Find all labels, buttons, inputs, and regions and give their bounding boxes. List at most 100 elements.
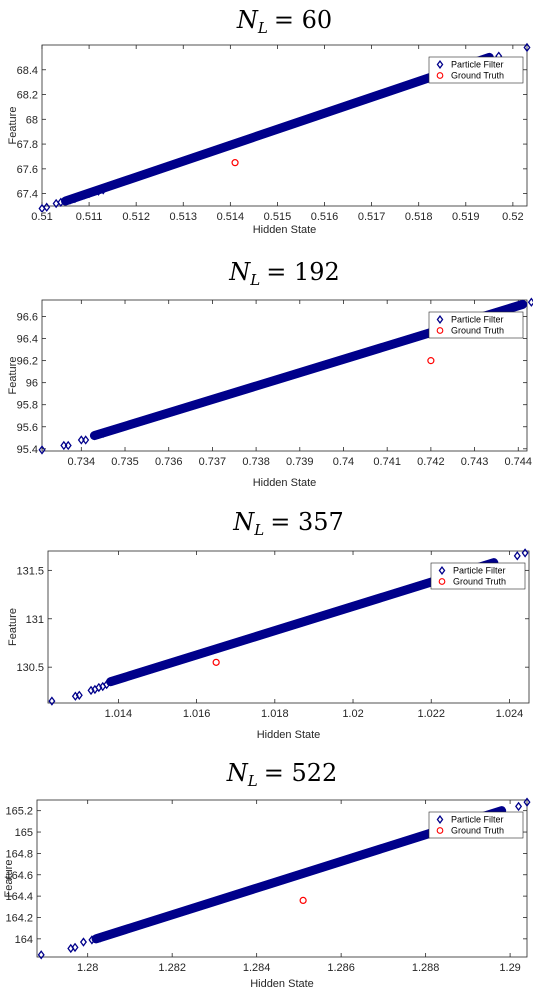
chart-title: NL = 192 xyxy=(228,258,340,289)
particle-point xyxy=(85,188,93,199)
particle-point xyxy=(521,548,529,558)
chart-panel-4: NL = 522 1.28 1.282 1.284 1.286 1.288 1.29 164 16… xyxy=(3,759,531,990)
x-axis-label: Hidden State xyxy=(250,978,314,990)
particle-point xyxy=(64,440,72,451)
legend-circle-icon xyxy=(436,72,444,79)
particle-point xyxy=(99,185,107,195)
particle-point xyxy=(38,445,46,455)
chart-title: NL = 60 xyxy=(236,6,332,37)
ground-truth-point xyxy=(427,357,435,365)
chart-title: NL = 522 xyxy=(226,759,338,790)
legend-entry-ground-truth: Ground Truth xyxy=(453,577,506,587)
legend-diamond-icon xyxy=(436,815,444,824)
legend-entry-particle-filter: Particle Filter xyxy=(451,60,504,70)
legend-entry-ground-truth: Ground Truth xyxy=(451,71,504,81)
y-tick-label: 96.6 xyxy=(17,312,38,324)
particle-marker xyxy=(519,299,527,309)
particle-point xyxy=(79,937,87,947)
particle-point xyxy=(82,435,90,445)
x-tick-label: 0.737 xyxy=(199,456,227,468)
title-symbol: N xyxy=(236,6,259,34)
x-tick-label: 1.016 xyxy=(183,708,211,720)
title-symbol: N xyxy=(232,508,255,536)
particle-marker xyxy=(517,300,524,310)
ground-truth-point xyxy=(212,658,220,666)
x-tick-label: 0.516 xyxy=(311,211,339,223)
x-tick-label: 1.024 xyxy=(496,708,524,720)
x-tick-label: 0.741 xyxy=(373,456,401,468)
y-tick-label: 68 xyxy=(26,114,38,126)
x-tick-label: 1.29 xyxy=(499,962,520,974)
title-subscript: L xyxy=(253,521,264,539)
x-tick-label: 0.518 xyxy=(405,211,433,223)
chart-panel-1: NL = 60 0.51 0.511 0.512 0.513 0.514 0.515 0.516… xyxy=(7,6,531,236)
x-tick-label: 1.02 xyxy=(342,708,363,720)
legend-circle-icon xyxy=(436,327,444,334)
x-tick-label: 0.742 xyxy=(417,456,445,468)
particle-point xyxy=(96,933,104,943)
y-tick-label: 67.4 xyxy=(17,189,38,201)
x-tick-label: 0.74 xyxy=(333,456,354,468)
y-tick-label: 165.2 xyxy=(5,806,33,818)
data-layer xyxy=(38,42,531,212)
x-tick-label: 0.736 xyxy=(155,456,183,468)
particle-point xyxy=(71,193,79,204)
title-subscript: L xyxy=(249,271,260,289)
title-value: = 357 xyxy=(270,508,344,536)
particle-point xyxy=(532,300,533,303)
chart-panel-2: NL = 192 0.734 0.735 0.736 0.737 0.738 0.739 0.7… xyxy=(7,258,533,489)
legend-diamond-icon xyxy=(438,566,446,575)
title-symbol: N xyxy=(226,759,249,787)
x-tick-label: 0.519 xyxy=(452,211,480,223)
x-tick-label: 0.511 xyxy=(76,211,103,223)
particle-point xyxy=(99,428,107,439)
x-tick-label: 0.51 xyxy=(31,211,52,223)
chart-title: NL = 357 xyxy=(232,508,344,539)
particle-point xyxy=(48,696,56,706)
particle-point xyxy=(71,942,79,953)
legend-box xyxy=(430,562,526,590)
ground-truth-point xyxy=(299,896,307,904)
x-tick-label: 1.014 xyxy=(105,708,133,720)
x-tick-label: 1.28 xyxy=(77,962,98,974)
particle-point xyxy=(513,551,521,561)
x-tick-label: 0.515 xyxy=(264,211,292,223)
x-axis-label: Hidden State xyxy=(257,729,321,741)
legend-box xyxy=(428,811,524,839)
title-value: = 192 xyxy=(266,258,340,286)
particle-point xyxy=(523,797,531,807)
x-tick-label: 1.018 xyxy=(261,708,289,720)
title-subscript: L xyxy=(247,772,258,790)
particle-point xyxy=(527,297,533,307)
x-tick-label: 1.282 xyxy=(158,962,186,974)
y-tick-label: 96.4 xyxy=(17,334,38,346)
legend-entry-particle-filter: Particle Filter xyxy=(451,815,504,825)
legend-diamond-icon xyxy=(436,60,444,69)
legend-entry-particle-filter: Particle Filter xyxy=(451,315,504,325)
legend-circle-icon xyxy=(436,827,444,834)
legend-entry-particle-filter: Particle Filter xyxy=(453,566,506,576)
particle-point xyxy=(75,690,83,700)
x-tick-label: 0.735 xyxy=(111,456,139,468)
y-tick-label: 164.8 xyxy=(5,848,33,860)
y-tick-label: 67.6 xyxy=(17,164,38,176)
x-axis-label: Hidden State xyxy=(253,224,317,236)
y-tick-label: 67.8 xyxy=(17,139,38,151)
y-tick-label: 164 xyxy=(15,934,33,946)
y-tick-label: 164.2 xyxy=(5,912,33,924)
x-tick-label: 0.743 xyxy=(461,456,489,468)
x-tick-label: 0.513 xyxy=(169,211,197,223)
x-tick-label: 1.286 xyxy=(327,962,355,974)
title-value: = 60 xyxy=(274,6,332,34)
y-tick-label: 95.8 xyxy=(17,400,38,412)
ground-truth-point xyxy=(231,159,239,167)
legend-entry-ground-truth: Ground Truth xyxy=(451,826,504,836)
y-tick-label: 165 xyxy=(15,827,33,839)
particle-point xyxy=(103,679,111,690)
particle-point xyxy=(88,935,96,945)
x-tick-label: 1.022 xyxy=(417,708,445,720)
y-axis-label: Feature xyxy=(7,608,19,646)
